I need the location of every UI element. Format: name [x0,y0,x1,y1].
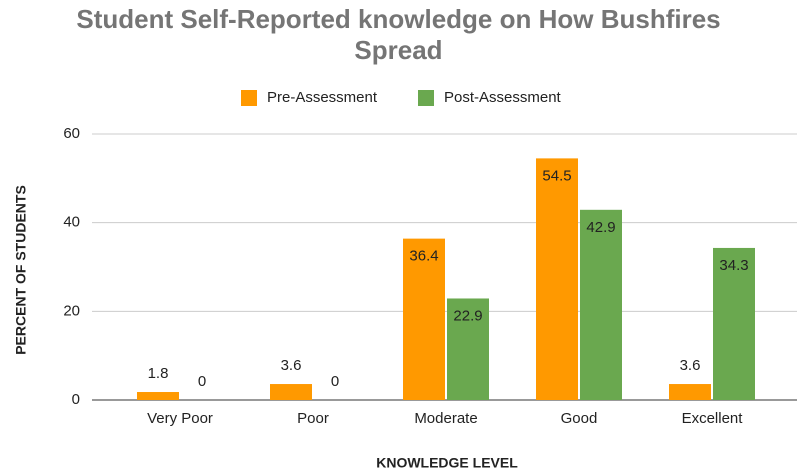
data-label: 42.9 [586,219,615,236]
legend-swatch [241,90,257,106]
bar [536,158,578,400]
legend-swatch [418,90,434,106]
bar [137,392,179,400]
data-label: 36.4 [409,248,438,265]
x-tick-label: Very Poor [147,410,213,427]
x-tick-label: Poor [297,410,329,427]
y-tick-label: 40 [63,214,80,231]
y-tick-label: 0 [72,391,80,408]
y-tick-label: 20 [63,302,80,319]
data-label: 3.6 [680,357,701,374]
x-tick-label: Moderate [414,410,477,427]
bar [580,209,622,400]
bar [403,238,445,400]
data-label: 34.3 [719,257,748,274]
x-tick-label: Excellent [682,410,744,427]
x-axis-title: KNOWLEDGE LEVEL [376,455,518,471]
y-axis-title: PERCENT OF STUDENTS [13,185,29,355]
data-label: 0 [198,373,206,390]
chart-title: Student Self-Reported knowledge on How B… [76,4,721,65]
bar [669,384,711,400]
data-label: 1.8 [148,365,169,382]
x-tick-label: Good [561,410,598,427]
y-tick-label: 60 [63,125,80,142]
data-label: 54.5 [542,167,571,184]
bar [447,298,489,400]
bar [713,247,755,400]
bar [270,384,312,400]
data-label: 22.9 [453,307,482,324]
data-label: 0 [331,373,339,390]
legend-label: Pre-Assessment [267,89,378,106]
legend-label: Post-Assessment [444,89,562,106]
data-label: 3.6 [281,357,302,374]
